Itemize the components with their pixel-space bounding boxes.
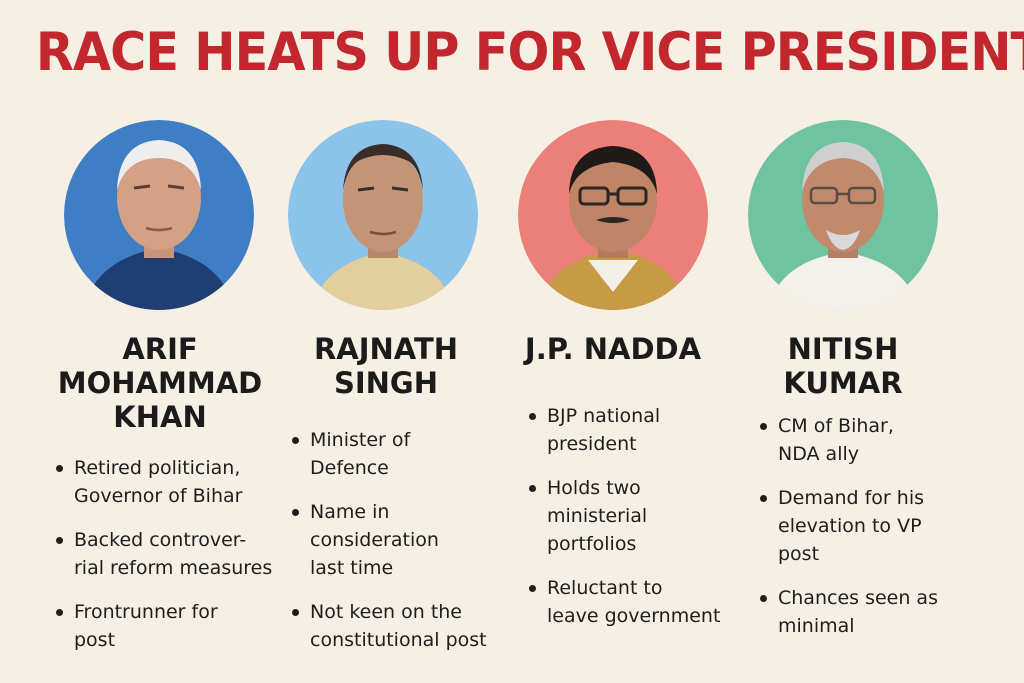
portrait-rajnath-singh: [288, 120, 478, 310]
bullet-item: Backed controver- rial reform measures: [54, 526, 290, 582]
candidate-bullets: CM of Bihar, NDA ally Demand for his ele…: [758, 412, 998, 656]
portrait-nitish-kumar: [748, 120, 938, 310]
name-line: SINGH: [333, 366, 439, 400]
name-line: ARIF: [122, 332, 198, 366]
candidate-bullets: Minister of Defence Name in consideratio…: [290, 426, 522, 670]
name-line: J.P. NADDA: [524, 332, 702, 366]
name-line: NITISH: [787, 332, 899, 366]
portrait-jp-nadda: [518, 120, 708, 310]
candidate-bullets: Retired politician, Governor of Bihar Ba…: [54, 454, 290, 670]
bullet-item: CM of Bihar, NDA ally: [758, 412, 998, 468]
name-line: RAJNATH: [313, 332, 459, 366]
name-line: KHAN: [113, 400, 207, 434]
bullet-item: Minister of Defence: [290, 426, 522, 482]
candidate-name: NITISH KUMAR: [740, 332, 946, 400]
candidate-name: RAJNATH SINGH: [272, 332, 500, 400]
bullet-item: BJP national president: [527, 402, 755, 458]
name-line: KUMAR: [783, 366, 903, 400]
bullet-item: Demand for his elevation to VP post: [758, 484, 998, 568]
bullet-item: Retired politician, Governor of Bihar: [54, 454, 290, 510]
name-line: MOHAMMAD: [57, 366, 263, 400]
candidate-name: J.P. NADDA: [505, 332, 721, 366]
bullet-item: Reluctant to leave government: [527, 574, 755, 630]
candidate-bullets: BJP national president Holds two ministe…: [527, 402, 755, 646]
bullet-item: Frontrunner for post: [54, 598, 290, 654]
portrait-arif-mohammad-khan: [64, 120, 254, 310]
bullet-item: Chances seen as minimal: [758, 584, 998, 640]
bullet-item: Name in consideration last time: [290, 498, 522, 582]
headline: RACE HEATS UP FOR VICE PRESIDENT: [35, 22, 1024, 83]
bullet-item: Holds two ministerial portfolios: [527, 474, 755, 558]
candidate-name: ARIF MOHAMMAD KHAN: [40, 332, 280, 434]
bullet-item: Not keen on the constitutional post: [290, 598, 522, 654]
